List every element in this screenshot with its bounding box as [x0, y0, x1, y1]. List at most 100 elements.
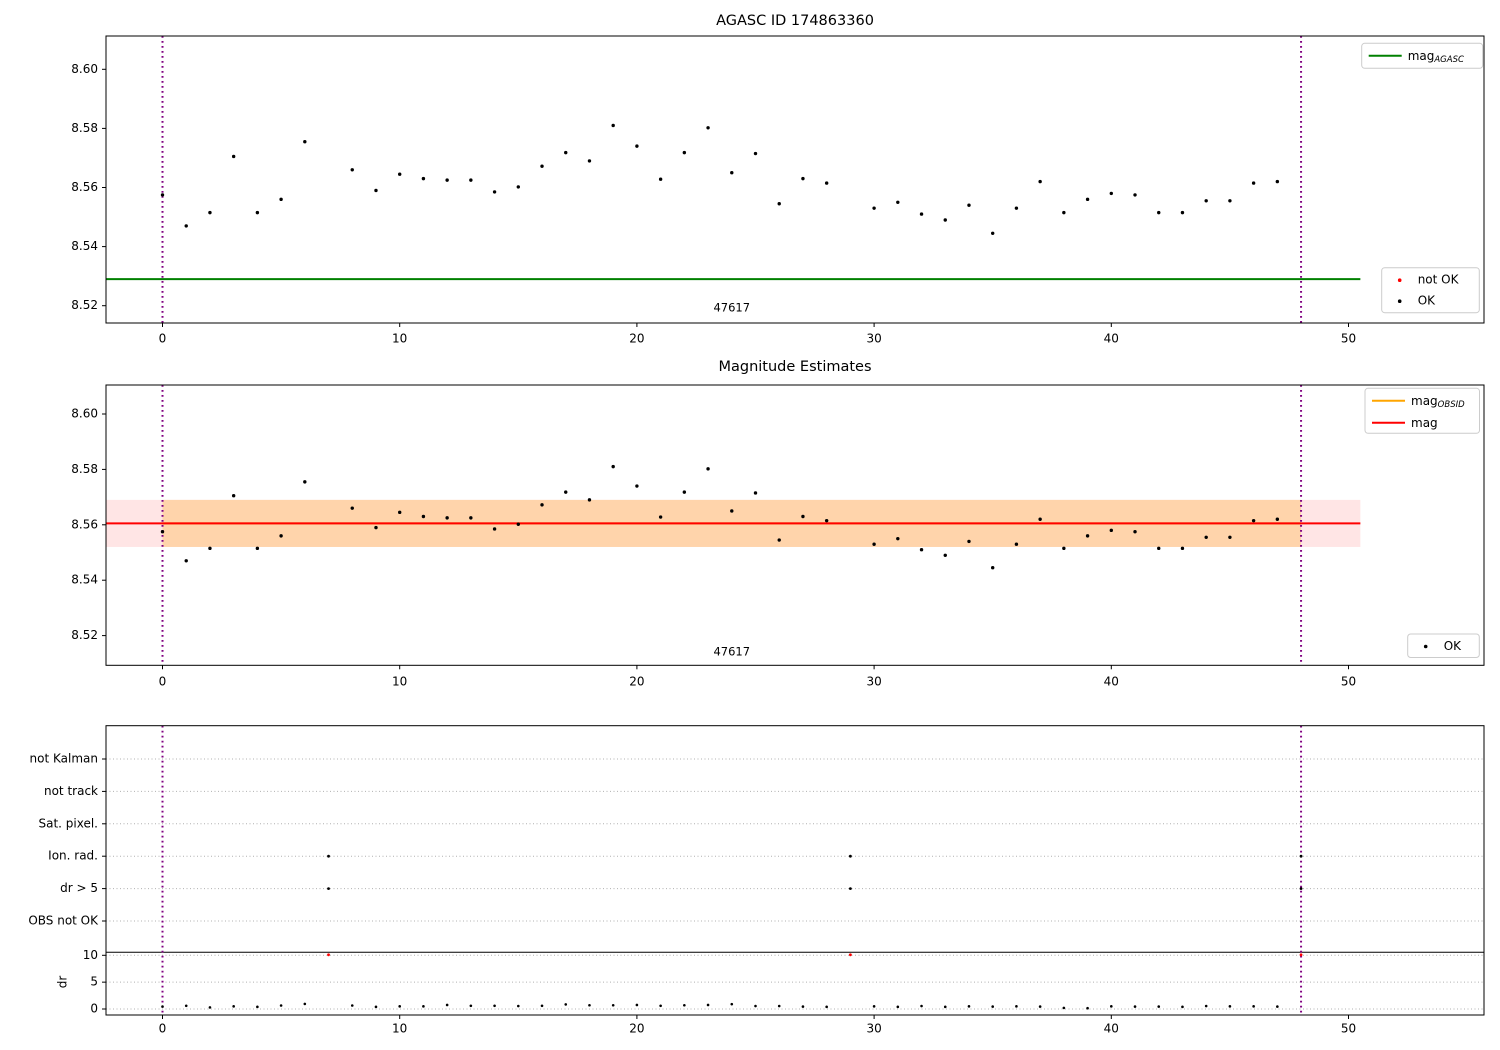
x-tick-label: 20: [629, 1022, 644, 1036]
mag-point-ok: [777, 538, 781, 542]
legend-marker-label: not OK: [1418, 273, 1460, 287]
dr-tick-label: 0: [90, 1002, 98, 1016]
mag-point-ok: [303, 139, 307, 144]
dr-point-ok: [1157, 1005, 1161, 1008]
mag-point-ok: [801, 514, 805, 519]
mag-point-ok: [492, 190, 497, 194]
dr-point-ok: [493, 1004, 496, 1008]
x-tick-label: 50: [1341, 332, 1356, 346]
dr-point-ok: [350, 1004, 354, 1007]
mag-point-ok: [231, 494, 236, 498]
mag-point-ok: [540, 164, 544, 168]
dr-point-ok: [374, 1005, 378, 1009]
mag-point-ok: [682, 490, 687, 494]
dr-point-not-ok: [1299, 953, 1303, 957]
dr-point-ok: [517, 1004, 520, 1008]
mag-point-ok: [469, 178, 473, 182]
x-tick-label: 20: [629, 675, 644, 689]
obsid-annotation: 47617: [713, 301, 750, 315]
mag-point-ok: [279, 197, 283, 202]
legend-line-label: magOBSID: [1411, 393, 1465, 409]
panel-title: AGASC ID 174863360: [716, 13, 874, 29]
mag-point-ok: [1251, 181, 1256, 185]
mag-point-ok: [184, 559, 188, 563]
mag-point-ok: [421, 176, 426, 181]
mag-point-ok: [398, 510, 402, 515]
mag-point-ok: [564, 490, 568, 494]
mag-point-ok: [611, 464, 615, 469]
mag-point-ok: [872, 206, 876, 210]
mag-point-ok: [777, 202, 781, 206]
mag-point-ok: [1228, 199, 1232, 203]
mag-point-ok: [303, 480, 307, 484]
dr-point-ok: [232, 1005, 235, 1008]
dr-point-ok: [1228, 1005, 1232, 1008]
mag-point-ok: [1228, 535, 1232, 539]
x-tick-label: 20: [629, 332, 644, 346]
mag-point-ok: [658, 177, 663, 181]
mag-point-ok: [350, 168, 354, 172]
mag-point-ok: [208, 546, 212, 551]
mag-point-ok: [753, 151, 758, 156]
x-tick-label: 30: [866, 332, 881, 346]
dr-point-ok: [777, 1004, 781, 1008]
mag-point-ok: [231, 154, 236, 159]
mag-point-ok: [611, 123, 615, 128]
y-tick-label: 8.58: [71, 462, 98, 476]
dr-point-ok: [256, 1005, 259, 1009]
mag-point-ok: [1251, 518, 1256, 523]
mag-point-ok: [350, 506, 354, 510]
dr-point-ok: [683, 1003, 686, 1007]
flag-point: [1299, 854, 1303, 858]
mag-point-ok: [896, 200, 900, 204]
mag-point-ok: [564, 150, 568, 155]
dr-point-ok: [872, 1005, 876, 1008]
dr-point-ok: [801, 1005, 805, 1008]
dr-point-ok: [303, 1002, 307, 1006]
dr-tick-label: 10: [83, 948, 98, 962]
dr-point-ok: [943, 1005, 947, 1009]
dr-point-ok: [422, 1005, 425, 1008]
dr-point-ok: [1204, 1004, 1208, 1008]
dr-point-ok: [659, 1004, 662, 1008]
mag-point-ok: [492, 527, 497, 531]
dr-point-ok: [1086, 1006, 1089, 1010]
legend-line-label: magAGASC: [1408, 48, 1464, 64]
dr-point-ok: [1252, 1005, 1255, 1008]
mag-point-ok: [682, 150, 687, 155]
x-tick-label: 10: [392, 675, 407, 689]
x-tick-label: 50: [1341, 675, 1356, 689]
dr-point-ok: [1276, 1005, 1279, 1008]
panel-magnitude-estimates: 47617 0 10 20 30 40 50 8.52 8.54 8.56 8.58 8.60 Magn…: [71, 359, 1485, 689]
x-tick-label: 0: [159, 1022, 167, 1036]
flag-point: [1299, 887, 1303, 890]
x-tick-label: 0: [159, 332, 167, 346]
mag-point-ok: [445, 178, 449, 182]
dr-point-ok: [635, 1003, 639, 1007]
x-tick-label: 40: [1104, 332, 1119, 346]
dr-point-ok: [564, 1003, 568, 1006]
mag-point-ok: [516, 185, 520, 189]
y-tick-label: 8.58: [71, 121, 98, 135]
mag-point-ok: [445, 516, 449, 520]
mag-point-ok: [943, 218, 947, 222]
flag-point: [327, 887, 330, 890]
mag-point-ok: [1157, 210, 1161, 215]
mag-point-ok: [991, 231, 995, 236]
dr-axis-label: dr: [56, 976, 70, 989]
mag-point-ok: [540, 503, 544, 507]
mag-point-ok: [279, 534, 283, 538]
mag-point-ok: [374, 188, 378, 193]
y-tick-label: 8.56: [71, 180, 98, 194]
mag-point-ok: [1204, 199, 1208, 203]
mag-point-ok: [255, 210, 260, 215]
mag-point-ok: [160, 530, 165, 534]
y-tick-label: 8.52: [71, 298, 98, 312]
dr-tick-label: 5: [90, 975, 98, 989]
mag-point-ok: [1180, 210, 1185, 215]
flag-category-label: OBS not OK: [28, 914, 99, 928]
mag-point-ok: [1062, 546, 1066, 551]
mag-point-ok: [1014, 542, 1019, 546]
